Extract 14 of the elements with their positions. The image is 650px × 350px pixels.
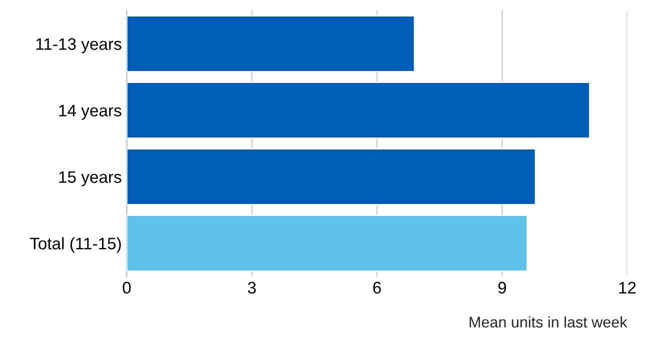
- y-tick-label: 15 years: [59, 171, 122, 186]
- x-tick-label: 9: [498, 282, 506, 294]
- bar: [126, 15, 416, 72]
- bar: [126, 148, 536, 206]
- y-tick-label: 11-13 years: [36, 38, 122, 54]
- y-tick-label: Total (11-15): [30, 237, 121, 253]
- x-tick-label: 12: [619, 282, 636, 294]
- x-tick-label: 0: [122, 282, 131, 294]
- bar: [126, 214, 528, 272]
- x-tick-label: 3: [248, 282, 256, 294]
- bar: [126, 82, 590, 139]
- x-tick-label: 6: [373, 282, 381, 294]
- y-tick-label: 14 years: [59, 104, 122, 120]
- x-axis-title: Mean units in last week: [470, 316, 628, 328]
